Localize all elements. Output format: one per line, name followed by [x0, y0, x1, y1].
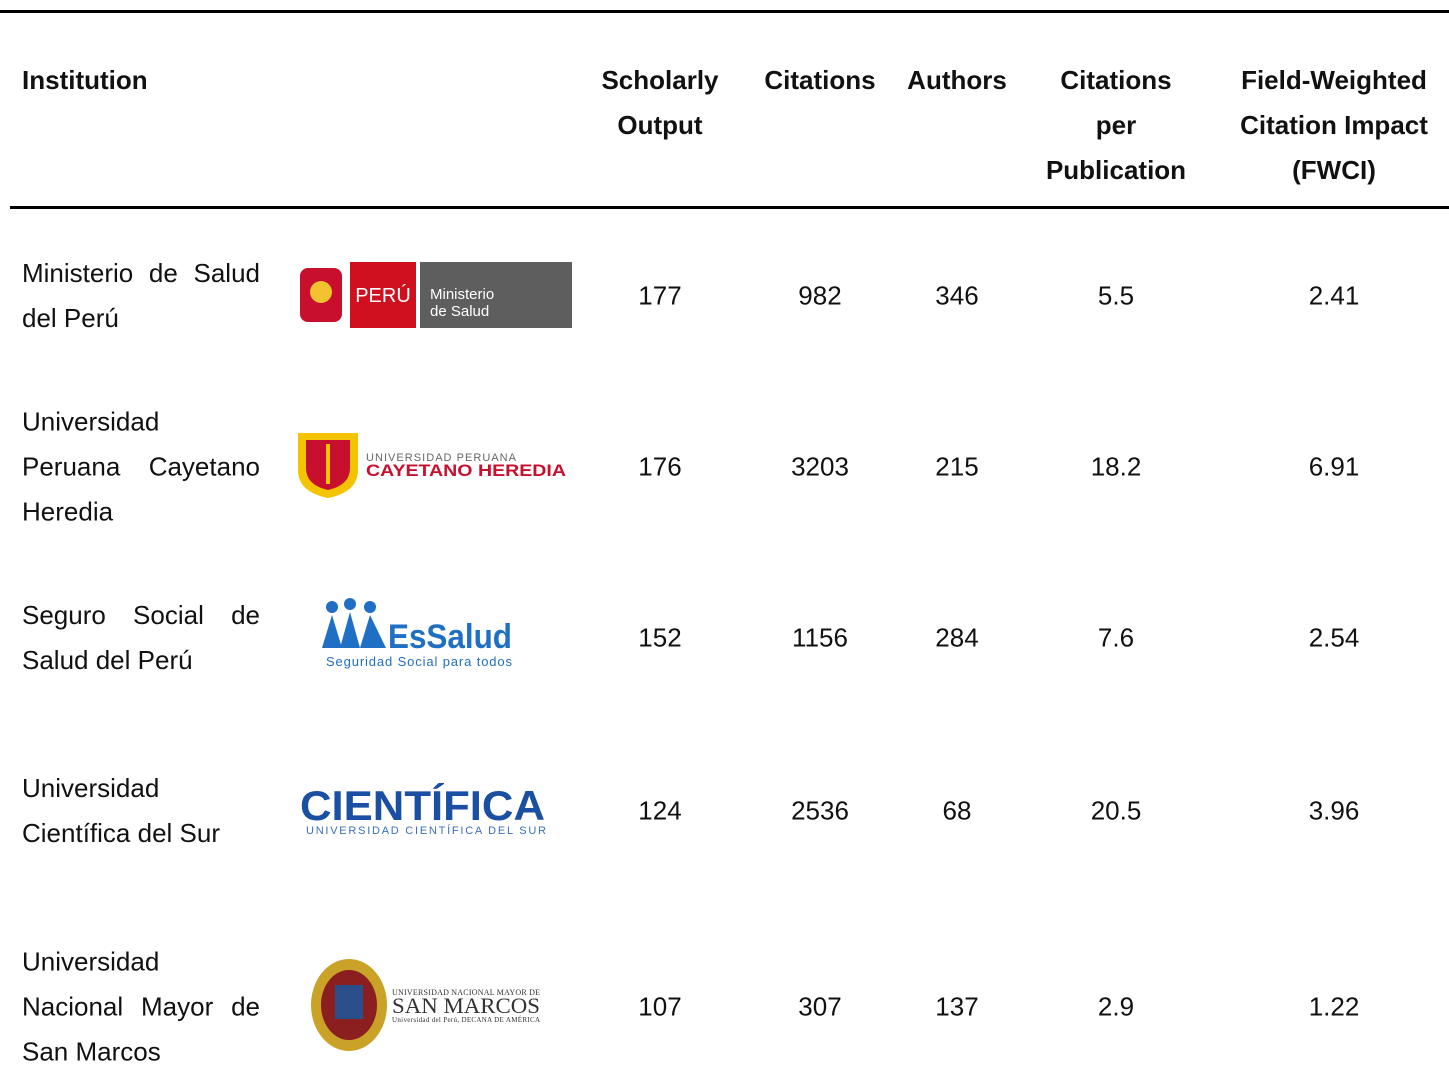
- institution-name: Universidad Nacional Mayor de San Marcos: [22, 946, 260, 1067]
- logo-text: de Salud: [430, 303, 489, 320]
- logo-text: PERÚ: [355, 284, 411, 307]
- column-header: Citations: [764, 58, 875, 103]
- logo-minsa: PERÚ Ministerio de Salud: [300, 262, 572, 328]
- emblem-center: [310, 281, 332, 303]
- cell-value: 20.5: [1090, 795, 1142, 826]
- header-line: Scholarly: [601, 65, 719, 95]
- header-line: Output: [617, 110, 703, 140]
- logo-unmsm: UNIVERSIDAD NACIONAL MAYOR DE SAN MARCOS…: [311, 959, 540, 1051]
- header-line: Field-Weighted: [1241, 65, 1427, 95]
- logo-text: UNIVERSIDAD NACIONAL MAYOR DE: [392, 988, 540, 997]
- cell-value: 5.5: [1097, 280, 1135, 311]
- figure: [344, 598, 356, 610]
- cell-value: 2.41: [1308, 280, 1360, 311]
- cell-value: 215: [935, 451, 979, 482]
- logo-text: EsSalud: [388, 618, 512, 656]
- logo-text: UNIVERSIDAD PERUANA: [366, 452, 517, 464]
- header-line: (FWCI): [1292, 155, 1376, 185]
- cell-value: 307: [798, 991, 842, 1022]
- cell-value: 152: [638, 622, 682, 653]
- cell-value: 176: [638, 451, 682, 482]
- cell-value: 284: [935, 622, 979, 653]
- institution-name: Ministerio de Salud del Perú: [22, 258, 260, 333]
- cell-value: 2536: [791, 795, 849, 826]
- crest-shield: [335, 985, 363, 1019]
- logo-text: CIENTÍFICA: [300, 782, 545, 829]
- cell-value: 982: [798, 280, 842, 311]
- cell-value: 2.54: [1308, 622, 1360, 653]
- cell-value: 2.9: [1097, 991, 1135, 1022]
- figures: [322, 612, 386, 648]
- top-rule: [0, 10, 1449, 13]
- cell-value: 177: [638, 280, 682, 311]
- cell-value: 137: [935, 991, 979, 1022]
- header-line: Citations: [764, 65, 876, 95]
- logo-text: Ministerio: [430, 286, 494, 303]
- header-line: per: [1095, 110, 1137, 140]
- logo-cientifica: CIENTÍFICA UNIVERSIDAD CIENTÍFICA DEL SU…: [300, 782, 546, 837]
- column-header: Authors: [907, 58, 1007, 103]
- logo-text: SAN MARCOS: [392, 993, 540, 1018]
- column-header: Field-Weighted Citation Impact (FWCI): [1240, 58, 1428, 193]
- cell-value: 18.2: [1090, 451, 1142, 482]
- ministry-box: [420, 262, 572, 328]
- column-header: Scholarly Output: [601, 58, 718, 148]
- figure: [364, 601, 376, 613]
- logo-text: CAYETANO HEREDIA: [366, 461, 566, 480]
- cell-value: 3203: [791, 451, 849, 482]
- staff: [326, 444, 330, 484]
- column-header: Citations per Publication: [1046, 58, 1186, 193]
- header-line: Institution: [22, 65, 148, 95]
- cell-value: 6.91: [1308, 451, 1360, 482]
- header-line: Authors: [907, 65, 1007, 95]
- logo-text: Universidad del Perú, DECANA DE AMÉRICA: [392, 1016, 540, 1024]
- header-line: Citations: [1060, 65, 1172, 95]
- header-line: Citation Impact: [1240, 110, 1428, 140]
- cell-value: 68: [942, 795, 972, 826]
- cell-value: 1.22: [1308, 991, 1360, 1022]
- peru-box: [350, 262, 416, 328]
- logo-text: UNIVERSIDAD CIENTÍFICA DEL SUR: [306, 824, 546, 837]
- header-line: Publication: [1045, 155, 1187, 185]
- logo-text: Seguridad Social para todos: [326, 654, 513, 669]
- logo-essalud: EsSalud Seguridad Social para todos: [322, 598, 513, 669]
- institution-name: Universidad Peruana Cayetano Heredia: [22, 406, 260, 527]
- column-header: Institution: [22, 58, 148, 103]
- cell-value: 3.96: [1308, 795, 1360, 826]
- logo-upch: UNIVERSIDAD PERUANA CAYETANO HEREDIA: [298, 433, 566, 498]
- cell-value: 107: [638, 991, 682, 1022]
- cell-value: 346: [935, 280, 979, 311]
- cell-value: 7.6: [1097, 622, 1135, 653]
- cell-value: 1156: [792, 622, 848, 653]
- cell-value: 124: [638, 795, 682, 826]
- institution-name: Seguro Social de Salud del Perú: [22, 600, 260, 675]
- figure: [326, 601, 338, 613]
- header-rule: [10, 206, 1449, 209]
- institution-name: Universidad Científica del Sur: [22, 773, 220, 848]
